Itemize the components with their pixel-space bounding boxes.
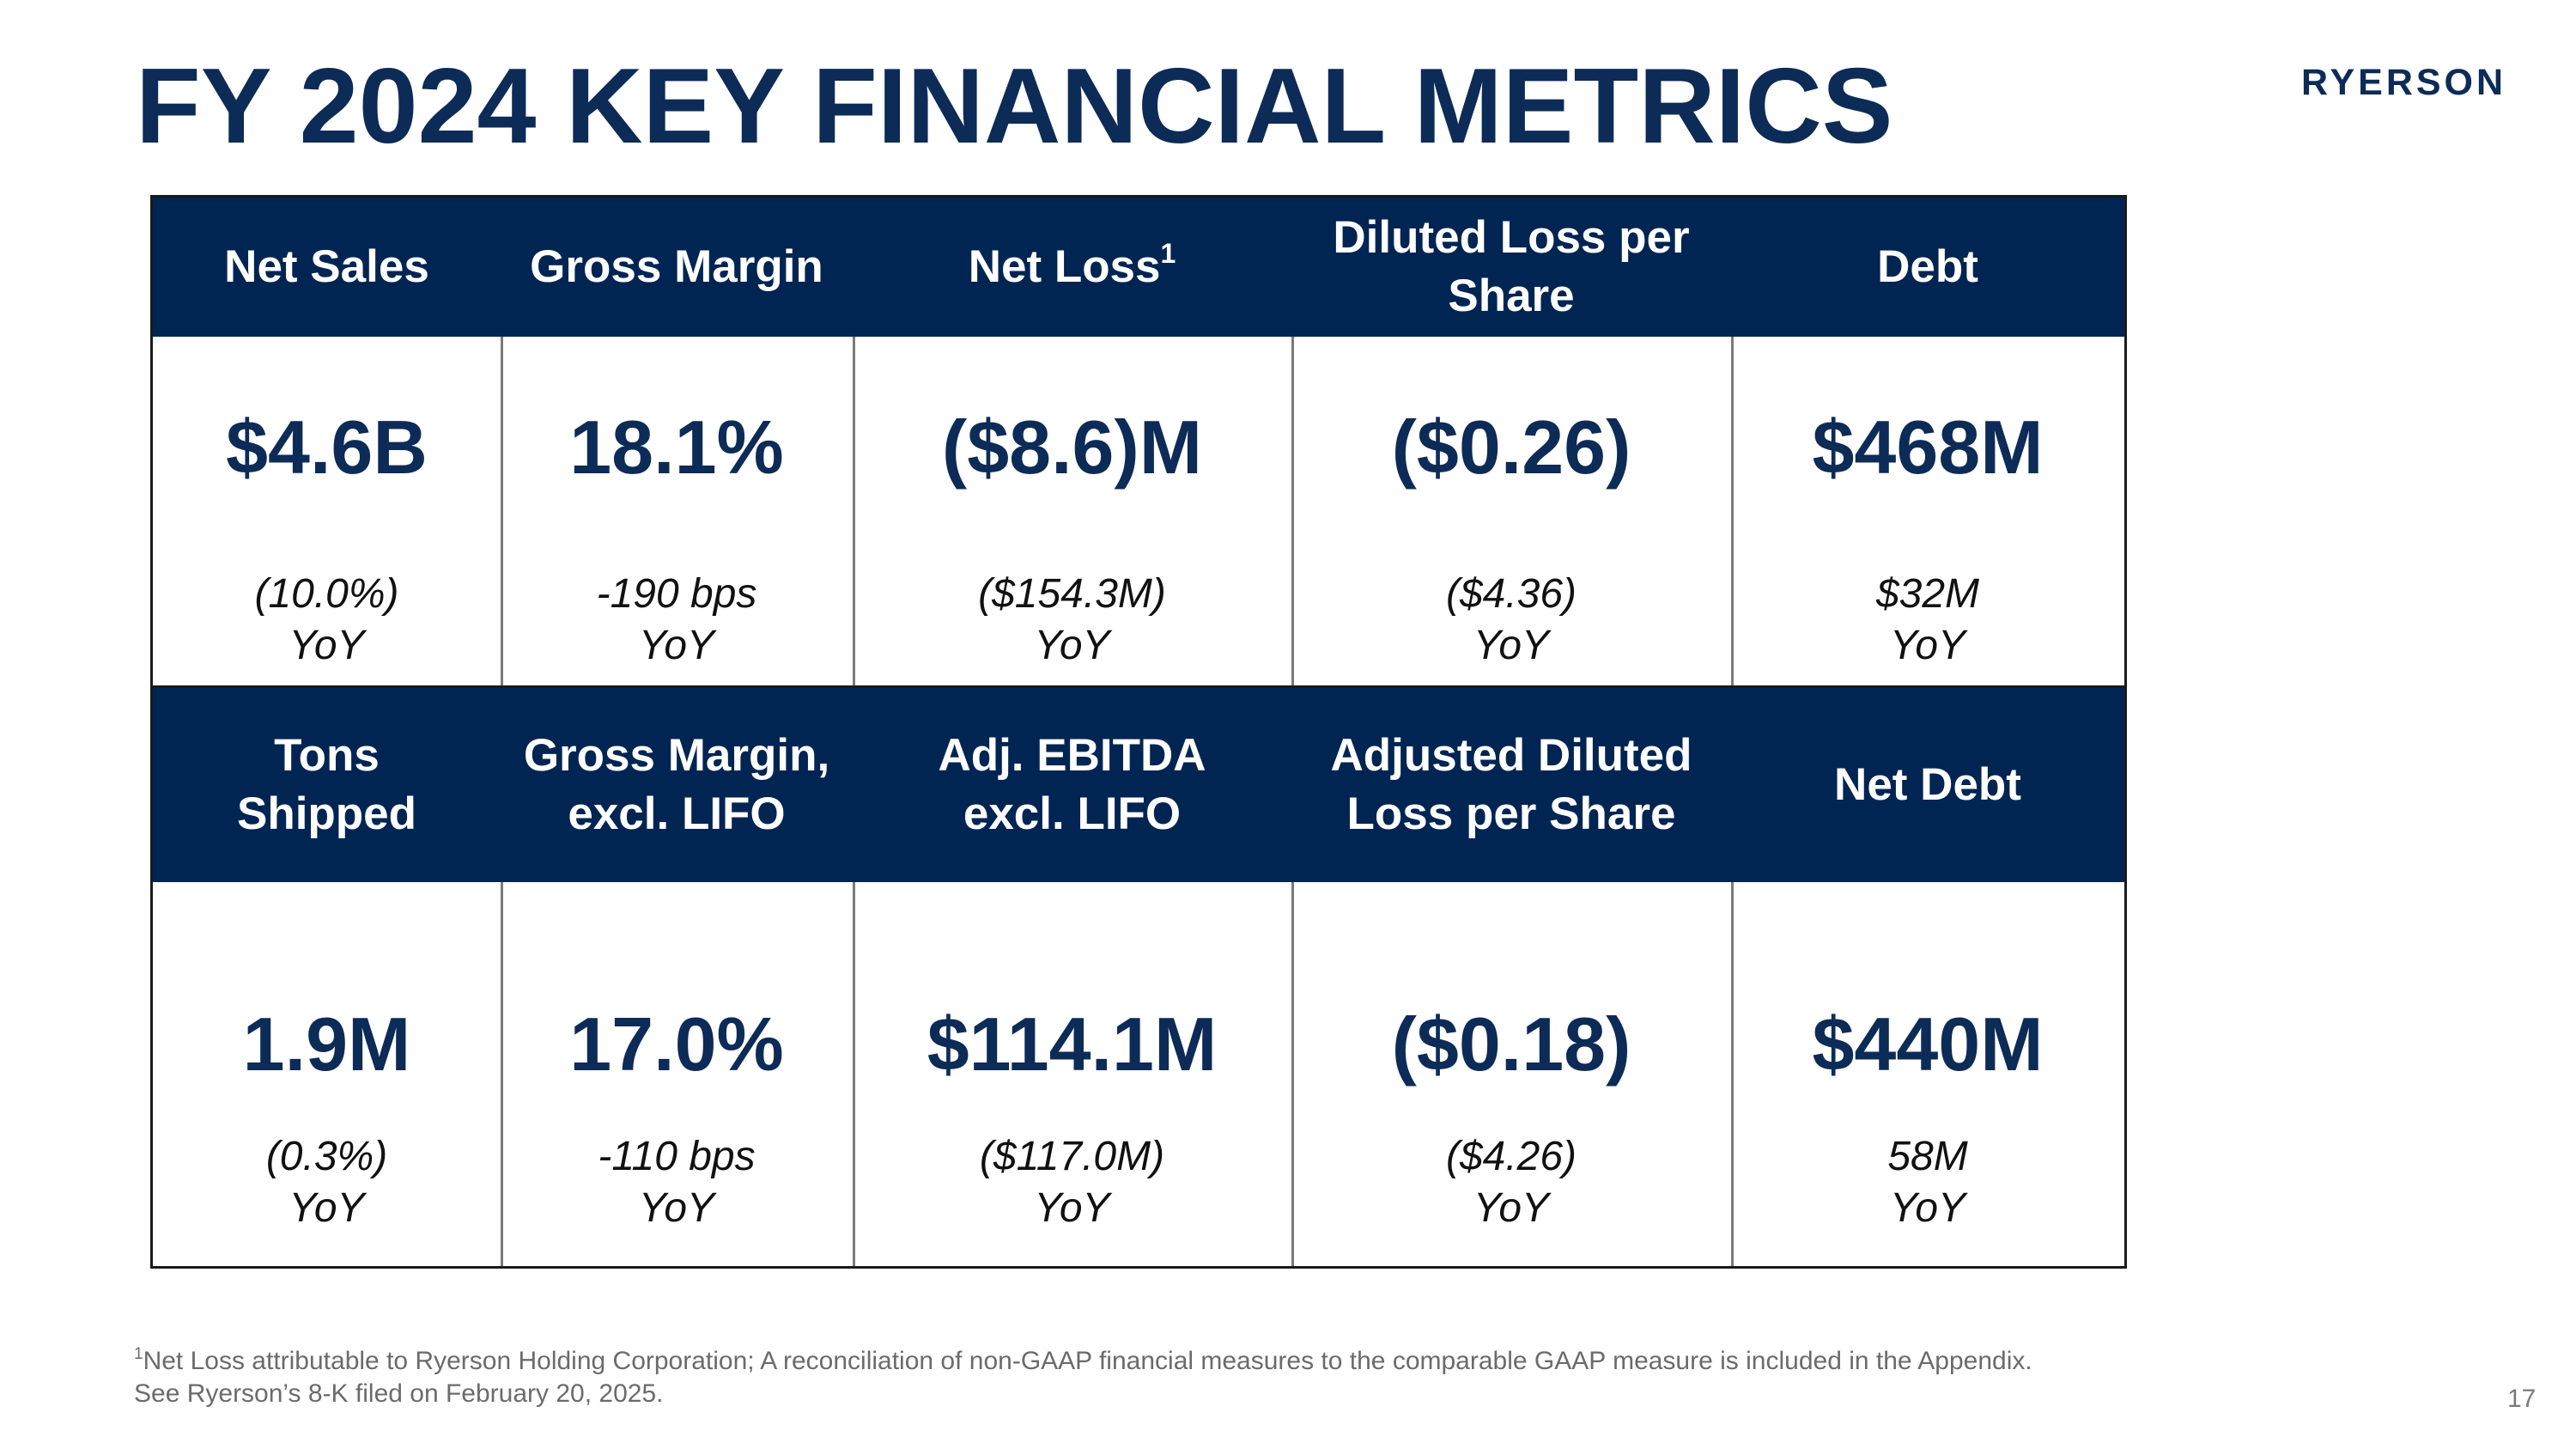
value-adjusted-diluted-loss-per-share: ($0.18) <box>1391 1002 1631 1087</box>
change-net-sales: (10.0%) <box>254 571 399 617</box>
divider <box>501 337 503 688</box>
page-number: 17 <box>2507 1385 2537 1413</box>
yoy-label: YoY <box>1034 1185 1110 1231</box>
footnote-marker: 1 <box>134 1345 143 1363</box>
header-net-debt: Net Debt <box>1834 759 2021 810</box>
value-adj-ebitda-excl-lifo: $114.1M <box>927 1002 1218 1087</box>
header-band-bottom <box>153 688 2124 882</box>
header-net-loss: Net Loss1 <box>853 198 1291 337</box>
change-adj-ebitda-excl-lifo: ($117.0M) <box>979 1134 1165 1179</box>
value-gross-margin-excl-lifo: 17.0% <box>569 1002 784 1087</box>
page-title: FY 2024 KEY FINANCIAL METRICS <box>136 47 1893 166</box>
divider <box>1731 337 1734 688</box>
yoy-label: YoY <box>1473 623 1550 668</box>
yoy-label: YoY <box>1889 623 1966 668</box>
value-gross-margin: 18.1% <box>569 405 784 490</box>
change-adjusted-diluted-loss-per-share: ($4.26) <box>1445 1134 1577 1179</box>
change-gross-margin-excl-lifo: -110 bps <box>598 1134 756 1179</box>
header-tons-shipped: Tons Shipped <box>236 730 417 839</box>
ryerson-logo: RYERSON <box>2301 62 2507 103</box>
divider <box>853 882 855 1266</box>
value-debt: $468M <box>1812 405 2044 490</box>
footnote-marker: 1 <box>1160 238 1176 269</box>
yoy-label: YoY <box>289 623 365 668</box>
divider <box>501 882 503 1266</box>
value-net-loss: ($8.6)M <box>941 405 1203 490</box>
value-net-debt: $440M <box>1812 1002 2044 1087</box>
metrics-grid: Net Sales Gross Margin Net Loss1 Diluted… <box>150 195 2127 1269</box>
footnote: 1Net Loss attributable to Ryerson Holdin… <box>134 1345 2281 1410</box>
divider <box>853 337 855 688</box>
header-band-top <box>153 198 2124 337</box>
divider <box>1291 337 1294 688</box>
footnote-line-2: See Ryerson’s 8-K filed on February 20, … <box>134 1379 664 1408</box>
change-net-debt: 58M <box>1887 1134 1968 1179</box>
header-net-sales: Net Sales <box>224 241 429 292</box>
change-debt: $32M <box>1875 571 1980 617</box>
row-divider <box>153 685 2124 688</box>
header-diluted-loss-per-share: Diluted Loss per Share <box>1333 212 1690 321</box>
value-diluted-loss-per-share: ($0.26) <box>1391 405 1631 490</box>
footnote-line-1: Net Loss attributable to Ryerson Holding… <box>143 1347 2032 1375</box>
header-adj-ebitda-excl-lifo: Adj. EBITDA excl. LIFO <box>938 730 1206 839</box>
yoy-label: YoY <box>638 1185 715 1231</box>
value-tons-shipped: 1.9M <box>242 1002 411 1087</box>
change-diluted-loss-per-share: ($4.36) <box>1445 571 1577 617</box>
divider <box>1291 882 1294 1266</box>
change-net-loss: ($154.3M) <box>978 571 1166 617</box>
yoy-label: YoY <box>1889 1185 1966 1231</box>
net-loss-label: Net Loss <box>968 241 1161 292</box>
yoy-label: YoY <box>289 1185 365 1231</box>
change-tons-shipped: (0.3%) <box>265 1134 388 1179</box>
change-gross-margin: -190 bps <box>596 571 757 617</box>
header-adjusted-diluted-loss-per-share: Adjusted Diluted Loss per Share <box>1330 730 1692 839</box>
divider <box>1731 882 1734 1266</box>
yoy-label: YoY <box>638 623 715 668</box>
header-gross-margin: Gross Margin <box>530 241 823 292</box>
yoy-label: YoY <box>1034 623 1110 668</box>
value-net-sales: $4.6B <box>226 405 428 490</box>
header-debt: Debt <box>1877 241 1978 292</box>
yoy-label: YoY <box>1473 1185 1550 1231</box>
header-gross-margin-excl-lifo: Gross Margin, excl. LIFO <box>523 730 830 839</box>
